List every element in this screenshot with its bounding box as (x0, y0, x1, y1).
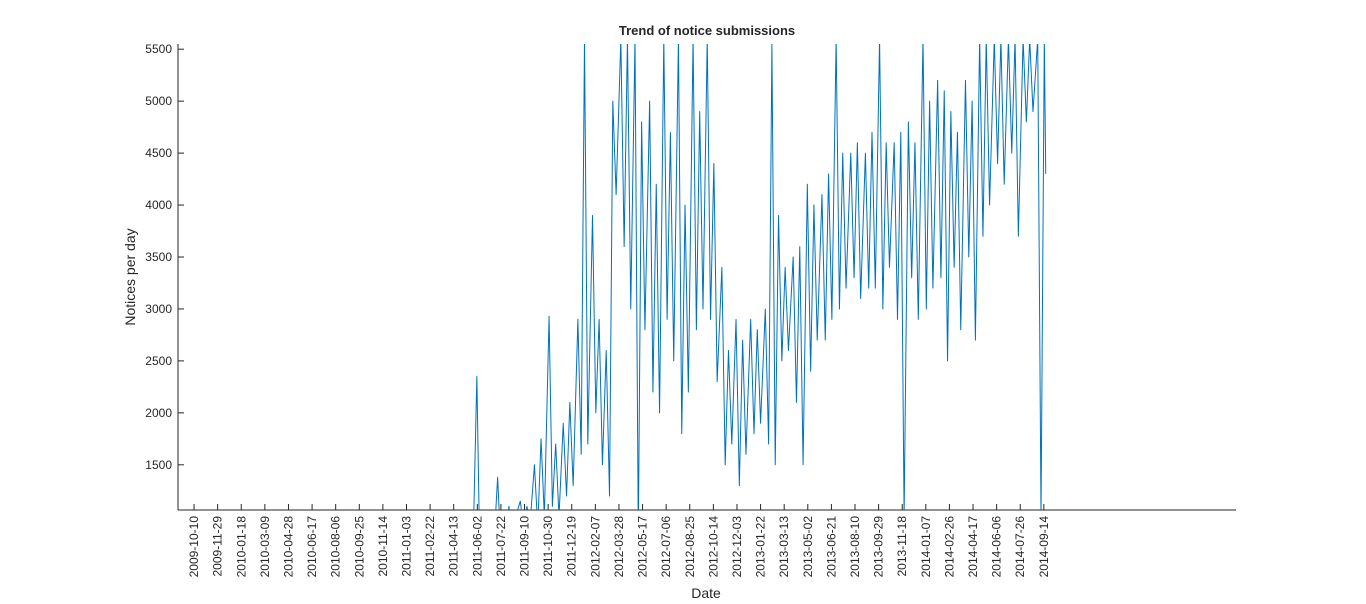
x-tick-label: 2011-12-19 (565, 516, 579, 577)
x-tick-label: 2013-11-18 (895, 516, 909, 577)
x-tick-label: 2011-04-13 (447, 516, 461, 577)
plot-area (473, 44, 1047, 510)
x-tick-label: 2014-07-26 (1013, 516, 1027, 578)
x-tick-label: 2013-06-21 (824, 516, 838, 578)
x-tick-label: 2011-01-03 (400, 516, 414, 577)
x-tick-label: 2011-09-10 (518, 516, 532, 577)
x-tick-label: 2010-06-17 (305, 516, 319, 578)
x-tick-label: 2010-08-06 (329, 516, 343, 578)
x-tick-label: 2011-02-22 (423, 516, 437, 577)
x-tick-label: 2010-09-25 (352, 516, 366, 578)
x-tick-label: 2013-05-02 (801, 516, 815, 578)
x-tick-label: 2011-07-22 (494, 516, 508, 577)
data-line (473, 44, 1047, 510)
x-tick-label: 2013-01-22 (754, 516, 768, 578)
x-tick-label: 2013-08-10 (848, 516, 862, 578)
x-tick-label: 2010-01-18 (234, 516, 248, 578)
x-tick-label: 2014-04-17 (966, 516, 980, 578)
x-tick-label: 2009-11-29 (211, 516, 225, 577)
y-axis-label: Notices per day (122, 228, 138, 325)
y-tick-label: 2000 (145, 406, 172, 420)
x-tick-label: 2009-10-10 (187, 516, 201, 578)
x-tick-label: 2013-03-13 (777, 516, 791, 578)
x-tick-label: 2010-03-09 (258, 516, 272, 578)
x-tick-label: 2012-12-03 (730, 516, 744, 578)
y-tick-label: 5000 (145, 94, 172, 108)
x-tick-label: 2013-09-29 (872, 516, 886, 578)
y-tick-label: 2500 (145, 354, 172, 368)
y-tick-label: 3500 (145, 250, 172, 264)
x-tick-label: 2011-10-30 (541, 516, 555, 577)
x-tick-label: 2014-01-07 (919, 516, 933, 578)
y-tick-label: 4500 (145, 146, 172, 160)
x-tick-label: 2010-11-14 (376, 516, 390, 577)
chart-title: Trend of notice submissions (619, 23, 795, 38)
y-tick-label: 3000 (145, 302, 172, 316)
x-tick-label: 2010-04-28 (281, 516, 295, 578)
y-tick-label: 5500 (145, 42, 172, 56)
x-tick-label: 2012-02-07 (588, 516, 602, 578)
x-tick-label: 2014-02-26 (942, 516, 956, 578)
x-tick-label: 2012-07-06 (659, 516, 673, 578)
x-tick-label: 2014-09-14 (1037, 516, 1051, 578)
x-tick-label: 2012-10-14 (706, 516, 720, 578)
x-tick-label: 2011-06-02 (470, 516, 484, 577)
x-tick-label: 2012-05-17 (636, 516, 650, 578)
y-tick-label: 1500 (145, 458, 172, 472)
y-tick-label: 4000 (145, 198, 172, 212)
x-tick-label: 2012-08-25 (683, 516, 697, 578)
x-axis-label: Date (691, 585, 721, 601)
x-tick-label: 2014-06-06 (990, 516, 1004, 578)
x-tick-label: 2012-03-28 (612, 516, 626, 578)
